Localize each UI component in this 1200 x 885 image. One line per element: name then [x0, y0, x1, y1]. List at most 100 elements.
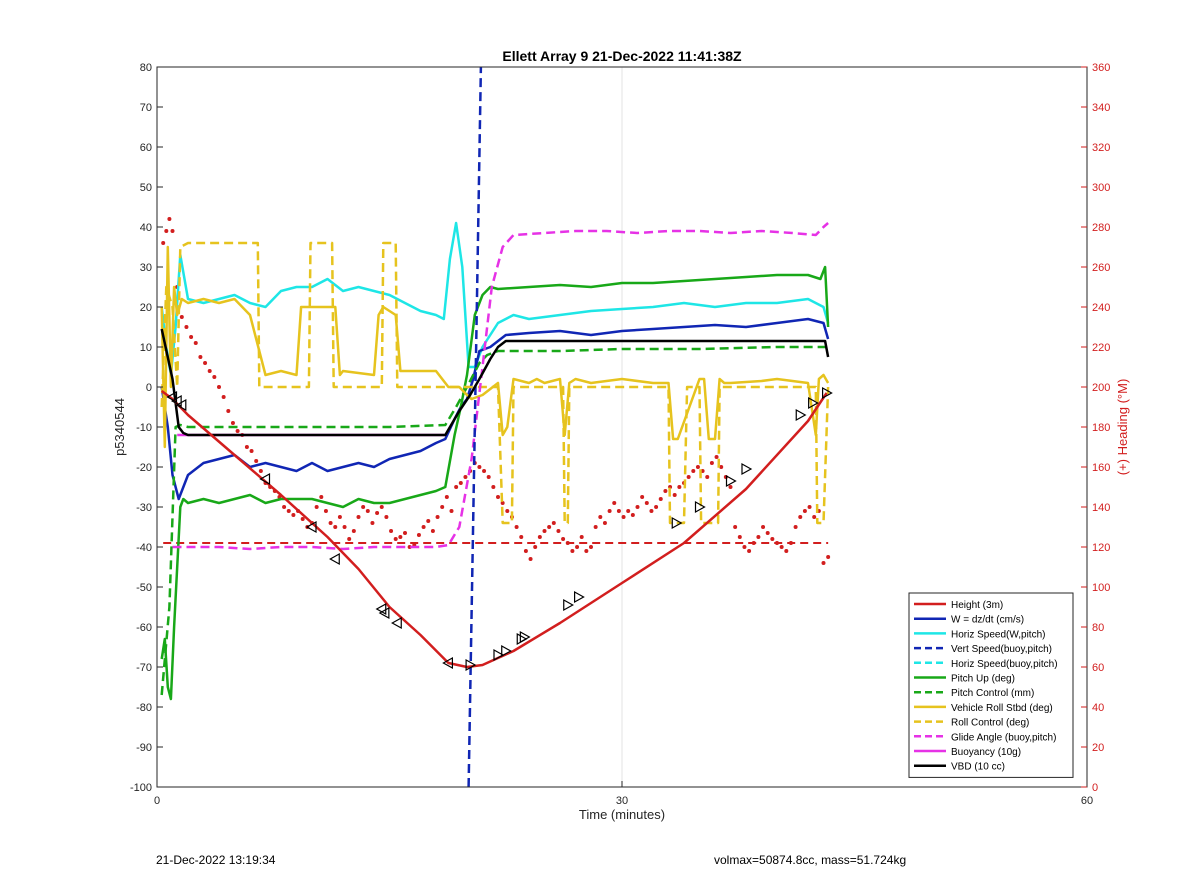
heading-point: [454, 485, 459, 489]
heading-point: [486, 475, 491, 479]
y-right-tick-label: 340: [1092, 102, 1110, 114]
heading-point: [747, 549, 752, 553]
y-left-tick-label: 80: [140, 62, 152, 74]
heading-point: [217, 385, 221, 389]
height-marker: [259, 472, 271, 486]
heading-point: [393, 537, 398, 541]
heading-point: [784, 549, 789, 553]
series-vbd-10-cc: [160, 328, 830, 437]
height-marker: [741, 462, 753, 476]
heading-point: [705, 475, 710, 479]
legend-entry: Pitch Up (deg): [951, 674, 1015, 685]
heading-point: [207, 369, 212, 373]
heading-point: [807, 505, 812, 509]
height-marker: [493, 648, 505, 662]
height-marker: [375, 602, 387, 616]
heading-point: [505, 509, 510, 513]
heading-point: [319, 495, 324, 499]
heading-point: [416, 533, 421, 537]
heading-point: [556, 529, 561, 533]
heading-point: [640, 495, 645, 499]
y-right-tick-label: 200: [1092, 382, 1110, 394]
heading-point: [458, 481, 463, 485]
height-marker: [822, 386, 833, 400]
x-tick-label: 60: [1081, 795, 1093, 807]
heading-point: [435, 515, 440, 519]
y-right-tick-label: 120: [1092, 542, 1110, 554]
y-left-tick-label: -60: [136, 622, 152, 634]
chart-title: Ellett Array 9 21-Dec-2022 11:41:38Z: [502, 48, 742, 64]
heading-point: [426, 519, 431, 523]
heading-point: [356, 515, 361, 519]
heading-point: [203, 361, 208, 365]
y-left-tick-label: -30: [136, 502, 152, 514]
heading-point: [193, 341, 198, 345]
y-right-tick-label: 280: [1092, 222, 1110, 234]
y-right-tick-label: 180: [1092, 422, 1110, 434]
heading-point: [482, 469, 487, 473]
heading-point: [821, 561, 826, 565]
heading-point: [361, 505, 366, 509]
legend-entry: Pitch Control (mm): [951, 688, 1034, 699]
heading-point: [658, 497, 663, 501]
heading-point: [430, 529, 435, 533]
legend-entry: W = dz/dt (cm/s): [951, 615, 1024, 626]
y-left-tick-label: -50: [136, 582, 152, 594]
heading-point: [672, 493, 677, 497]
height-marker: [442, 656, 453, 670]
heading-point: [167, 217, 172, 221]
y-right-tick-label: 60: [1092, 662, 1104, 674]
height-marker: [170, 394, 182, 408]
heading-point: [607, 509, 612, 513]
height-marker: [305, 520, 317, 534]
heading-point: [403, 531, 407, 535]
heading-point: [421, 525, 426, 529]
heading-point: [756, 535, 761, 539]
heading-point: [547, 525, 552, 529]
heading-point: [384, 515, 389, 519]
y-left-tick-label: 50: [140, 182, 152, 194]
series-vehicle-roll-stbd-deg: [160, 245, 830, 449]
height-marker: [795, 408, 807, 422]
heading-point: [291, 513, 296, 517]
heading-point: [170, 229, 175, 233]
y-right-tick-label: 0: [1092, 782, 1098, 794]
heading-point: [230, 421, 235, 425]
heading-point: [737, 535, 742, 539]
heading-point: [812, 515, 817, 519]
heading-point: [444, 495, 449, 499]
y-left-tick-label: -80: [136, 702, 152, 714]
series-pitch-control-mm: [160, 345, 829, 696]
heading-point: [370, 521, 375, 525]
heading-point: [570, 549, 575, 553]
heading-point: [533, 545, 538, 549]
height-marker: [808, 396, 819, 410]
y-right-tick-label: 240: [1092, 302, 1110, 314]
height-marker: [465, 658, 477, 672]
heading-point: [779, 545, 784, 549]
y-right-tick-label: 80: [1092, 622, 1104, 634]
legend-entry: Vehicle Roll Stbd (deg): [951, 703, 1053, 714]
heading-point: [221, 395, 226, 399]
heading-point: [793, 525, 798, 529]
heading-point: [440, 505, 445, 509]
series-pitch-up-deg: [160, 265, 830, 701]
heading-point: [616, 509, 621, 513]
heading-point: [714, 455, 719, 459]
heading-point: [496, 495, 500, 499]
heading-point: [528, 557, 533, 561]
y-right-tick-label: 140: [1092, 502, 1110, 514]
series-horiz-speed-w-pitch: [160, 221, 830, 377]
heading-point: [635, 505, 640, 509]
heading-point: [226, 409, 231, 413]
y-left-tick-label: -10: [136, 422, 152, 434]
heading-point: [686, 475, 691, 479]
heading-point: [161, 241, 166, 245]
heading-point: [691, 469, 696, 473]
x-tick-label: 0: [154, 795, 160, 807]
y-left-tick-label: -100: [130, 782, 152, 794]
heading-point: [765, 531, 770, 535]
y-right-tick-label: 320: [1092, 142, 1110, 154]
heading-point: [212, 375, 217, 379]
